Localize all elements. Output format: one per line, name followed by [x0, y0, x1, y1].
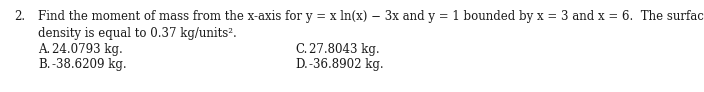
Text: C.: C. [295, 43, 308, 56]
Text: 27.8043 kg.: 27.8043 kg. [309, 43, 379, 56]
Text: A.: A. [38, 43, 50, 56]
Text: B.: B. [38, 58, 51, 71]
Text: Find the moment of mass from the x-axis for y = x ln(x) − 3x and y = 1 bounded b: Find the moment of mass from the x-axis … [38, 10, 704, 23]
Text: -36.8902 kg.: -36.8902 kg. [309, 58, 384, 71]
Text: 2.: 2. [14, 10, 25, 23]
Text: D.: D. [295, 58, 308, 71]
Text: -38.6209 kg.: -38.6209 kg. [52, 58, 127, 71]
Text: 24.0793 kg.: 24.0793 kg. [52, 43, 122, 56]
Text: density is equal to 0.37 kg/units².: density is equal to 0.37 kg/units². [38, 27, 237, 40]
